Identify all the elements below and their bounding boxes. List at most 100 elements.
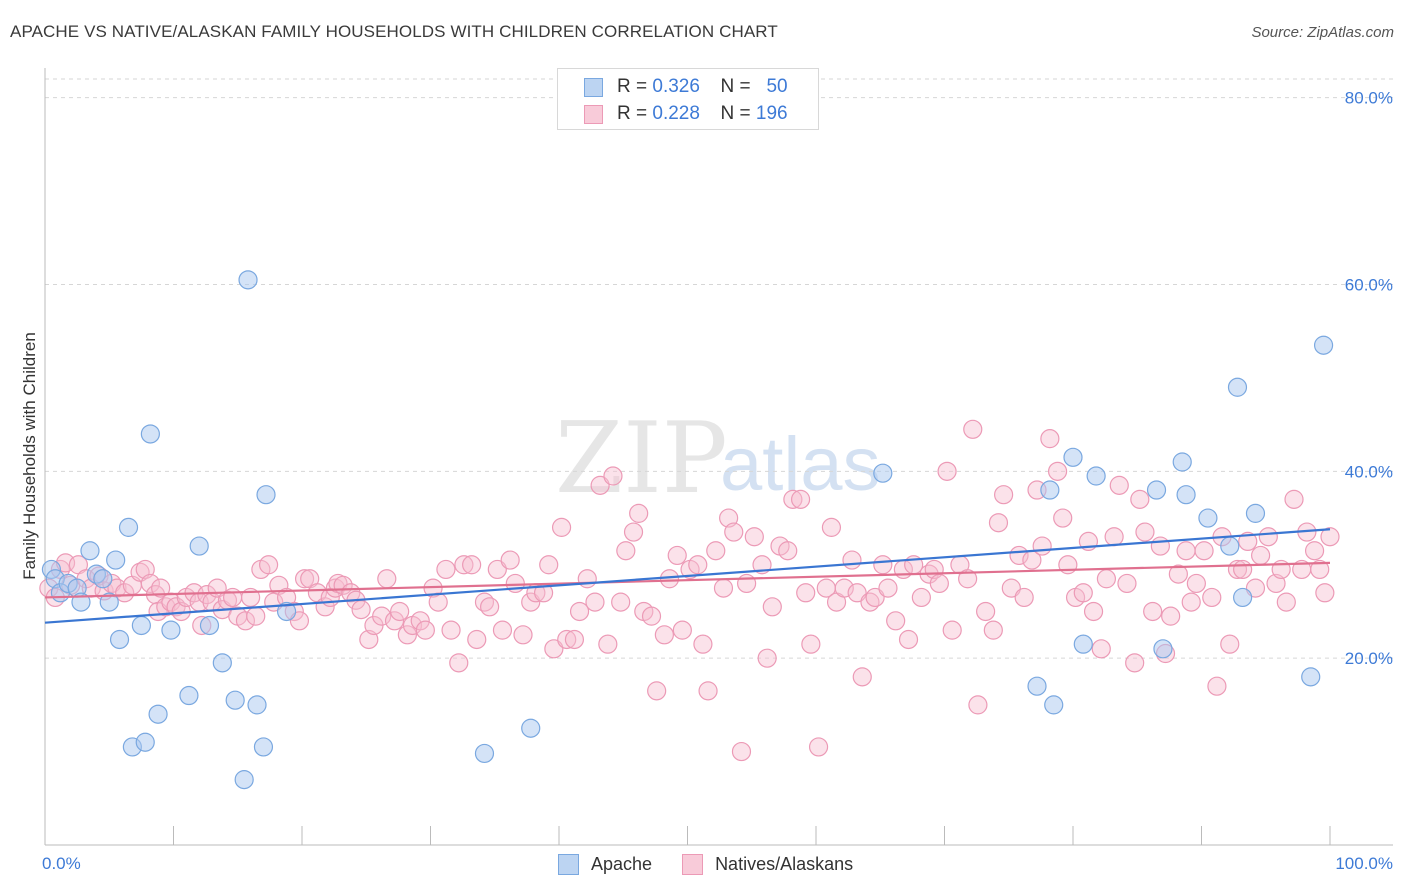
y-tick-label: 20.0% <box>1345 649 1393 668</box>
natives-point <box>539 555 559 575</box>
natives-point <box>1202 587 1222 608</box>
natives-point <box>706 541 726 561</box>
natives-point <box>1258 527 1278 547</box>
apache-point <box>873 463 893 483</box>
natives-point <box>1304 541 1325 561</box>
apache-points <box>41 270 1334 790</box>
natives-point <box>1014 587 1034 608</box>
natives-point <box>544 639 564 659</box>
natives-point <box>500 550 520 570</box>
natives-point <box>372 606 392 626</box>
natives-point <box>390 601 410 622</box>
natives-point <box>1117 573 1137 594</box>
natives-point <box>428 592 448 612</box>
natives-point <box>384 611 405 631</box>
natives-point <box>577 569 597 589</box>
natives-point <box>377 569 397 589</box>
natives-point <box>616 541 636 561</box>
natives-point <box>492 620 513 640</box>
axes <box>44 68 1393 846</box>
natives-point <box>467 629 487 650</box>
natives-point <box>821 517 842 537</box>
correlation-legend: R = 0.326 N = 50 R = 0.228 N = 196 <box>557 68 819 130</box>
natives-point <box>698 681 718 701</box>
natives-point <box>1320 527 1340 547</box>
apache-point <box>1146 480 1167 500</box>
natives-point <box>1047 461 1068 481</box>
natives-point <box>693 634 713 654</box>
natives-point <box>585 592 605 612</box>
apache-r-label: R = <box>617 76 648 97</box>
natives-point <box>976 601 996 622</box>
natives-point <box>590 475 610 495</box>
natives-r-value: 0.228 <box>652 103 700 124</box>
watermark-atlas: atlas <box>720 422 881 507</box>
natives-point <box>834 578 854 598</box>
natives-point <box>1032 536 1052 556</box>
x-tick-label-min: 0.0% <box>42 854 81 873</box>
apache-point <box>1086 466 1106 486</box>
natives-point <box>1091 639 1111 659</box>
natives-point <box>1130 489 1150 509</box>
natives-point <box>1135 522 1155 542</box>
apache-point <box>474 743 495 764</box>
natives-point <box>667 545 687 566</box>
apache-point <box>1227 377 1248 397</box>
apache-point <box>1153 639 1173 659</box>
natives-point <box>865 587 885 608</box>
chart-title: APACHE VS NATIVE/ALASKAN FAMILY HOUSEHOL… <box>10 22 778 41</box>
natives-point <box>731 741 752 762</box>
natives-point <box>449 653 469 673</box>
natives-point <box>351 599 371 620</box>
natives-point <box>1315 583 1335 603</box>
natives-point <box>672 620 692 640</box>
apache-legend-swatch <box>558 853 579 875</box>
y-axis-label: Family Households with Children <box>20 332 39 580</box>
apache-point <box>80 541 100 561</box>
natives-point <box>246 606 266 626</box>
natives-point <box>1001 578 1021 598</box>
natives-point <box>929 573 949 594</box>
natives-point <box>564 629 585 650</box>
natives-point <box>968 695 988 715</box>
natives-point <box>1125 653 1145 673</box>
natives-point <box>629 503 649 523</box>
natives-point <box>1251 545 1271 566</box>
apache-n-label: N = <box>720 76 751 97</box>
natives-point <box>1276 592 1296 612</box>
natives-point <box>557 629 577 650</box>
natives-point <box>898 629 919 650</box>
apache-point <box>106 550 126 570</box>
apache-point <box>1044 695 1064 715</box>
watermark-zip: ZIP <box>555 402 728 516</box>
natives-point <box>598 634 618 654</box>
y-tick-label: 40.0% <box>1345 462 1393 481</box>
apache-point <box>1063 447 1083 467</box>
natives-point <box>1233 559 1253 580</box>
natives-point <box>513 625 533 645</box>
apache-trend-line <box>44 528 1331 624</box>
apache-point <box>131 615 151 636</box>
natives-point <box>1238 531 1258 552</box>
natives-point <box>623 522 644 542</box>
natives-point <box>654 625 674 645</box>
natives-point <box>1207 676 1227 696</box>
natives-point <box>397 625 417 645</box>
natives-point <box>551 517 572 537</box>
series-legend: Apache Natives/Alaskans <box>558 852 883 876</box>
natives-point <box>937 461 957 481</box>
natives-point <box>878 578 898 598</box>
natives-point <box>569 601 590 622</box>
natives-legend-label: Natives/Alaskans <box>715 853 854 874</box>
apache-point <box>212 653 232 673</box>
apache-point <box>1233 587 1253 608</box>
apache-point <box>247 695 267 715</box>
natives-point <box>1186 573 1206 594</box>
natives-point <box>1143 601 1163 622</box>
tick-labels: 20.0% 40.0% 60.0% 80.0% 0.0% 100.0% <box>42 89 1393 873</box>
natives-n-value: 196 <box>755 103 788 124</box>
natives-point <box>796 583 816 603</box>
apache-point <box>1027 676 1047 696</box>
natives-point <box>847 583 867 603</box>
